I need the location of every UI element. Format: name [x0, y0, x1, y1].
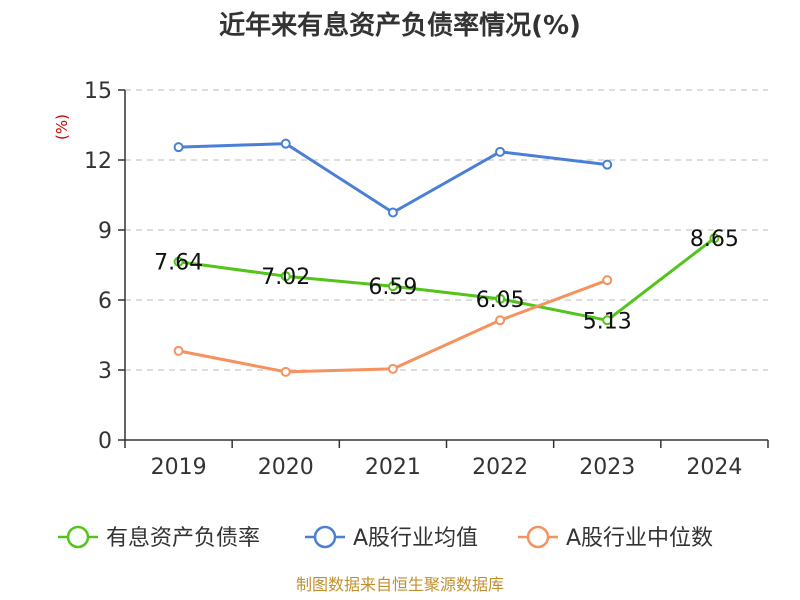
legend-swatch-marker [313, 525, 337, 549]
x-tick-label: 2021 [365, 455, 421, 480]
x-tick-label: 2024 [686, 455, 742, 480]
series-1-point [602, 159, 613, 170]
x-tick-label: 2019 [151, 455, 207, 480]
legend: 有息资产负债率 A股行业均值 A股行业中位数 [58, 525, 713, 551]
x-tick-label: 2023 [579, 455, 635, 480]
y-tick-label: 0 [98, 429, 112, 454]
grid-lines [125, 89, 768, 371]
series-1-point [173, 142, 184, 153]
source-note: 制图数据来自恒生聚源数据库 [296, 575, 504, 594]
data-label: 7.64 [154, 251, 203, 276]
y-tick-label: 12 [84, 149, 112, 174]
series-0-point [387, 281, 398, 292]
legend-item-0: 有息资产负债率 [58, 525, 260, 551]
series-0-point [280, 271, 291, 282]
data-label: 7.02 [261, 265, 310, 290]
series-line-1 [177, 142, 609, 214]
series-1-point [387, 207, 398, 218]
series-2-point [280, 366, 291, 377]
series-2-point [173, 345, 184, 356]
legend-swatch-marker [66, 525, 90, 549]
series-2-point [495, 315, 506, 326]
series-0-point [709, 233, 720, 244]
legend-swatch-marker [526, 525, 550, 549]
series-0-point [602, 315, 613, 326]
series-1-point [495, 146, 506, 157]
data-labels: 7.64 7.02 6.59 6.05 5.13 8.65 [154, 227, 739, 334]
legend-label: 有息资产负债率 [106, 526, 260, 551]
y-tick-label: 9 [98, 219, 112, 244]
legend-label: A股行业均值 [353, 526, 478, 551]
x-tick-label: 2020 [258, 455, 314, 480]
axes: 0 3 6 9 12 15 2019 2020 2021 2022 2023 2024 [84, 79, 769, 480]
series-2-point [387, 363, 398, 374]
series-1-point [280, 138, 291, 149]
y-tick-label: 15 [84, 79, 112, 104]
x-tick-label: 2022 [472, 455, 528, 480]
legend-item-2: A股行业中位数 [518, 525, 713, 551]
y-tick-label: 6 [98, 289, 112, 314]
series-line-0 [177, 236, 716, 322]
y-tick-label: 3 [98, 359, 112, 384]
data-label: 6.05 [476, 288, 525, 313]
series-0-point [495, 293, 506, 304]
data-label: 5.13 [583, 309, 632, 334]
series-2-point [602, 275, 613, 286]
chart-title: 近年来有息资产负债率情况(%) [219, 10, 581, 41]
data-label: 6.59 [368, 275, 417, 300]
legend-label: A股行业中位数 [566, 526, 713, 551]
data-label: 8.65 [690, 227, 739, 252]
y-axis-unit-label: (%) [53, 114, 71, 140]
series-0-point [173, 256, 184, 267]
legend-item-1: A股行业均值 [305, 525, 478, 551]
series-lines [173, 138, 720, 377]
